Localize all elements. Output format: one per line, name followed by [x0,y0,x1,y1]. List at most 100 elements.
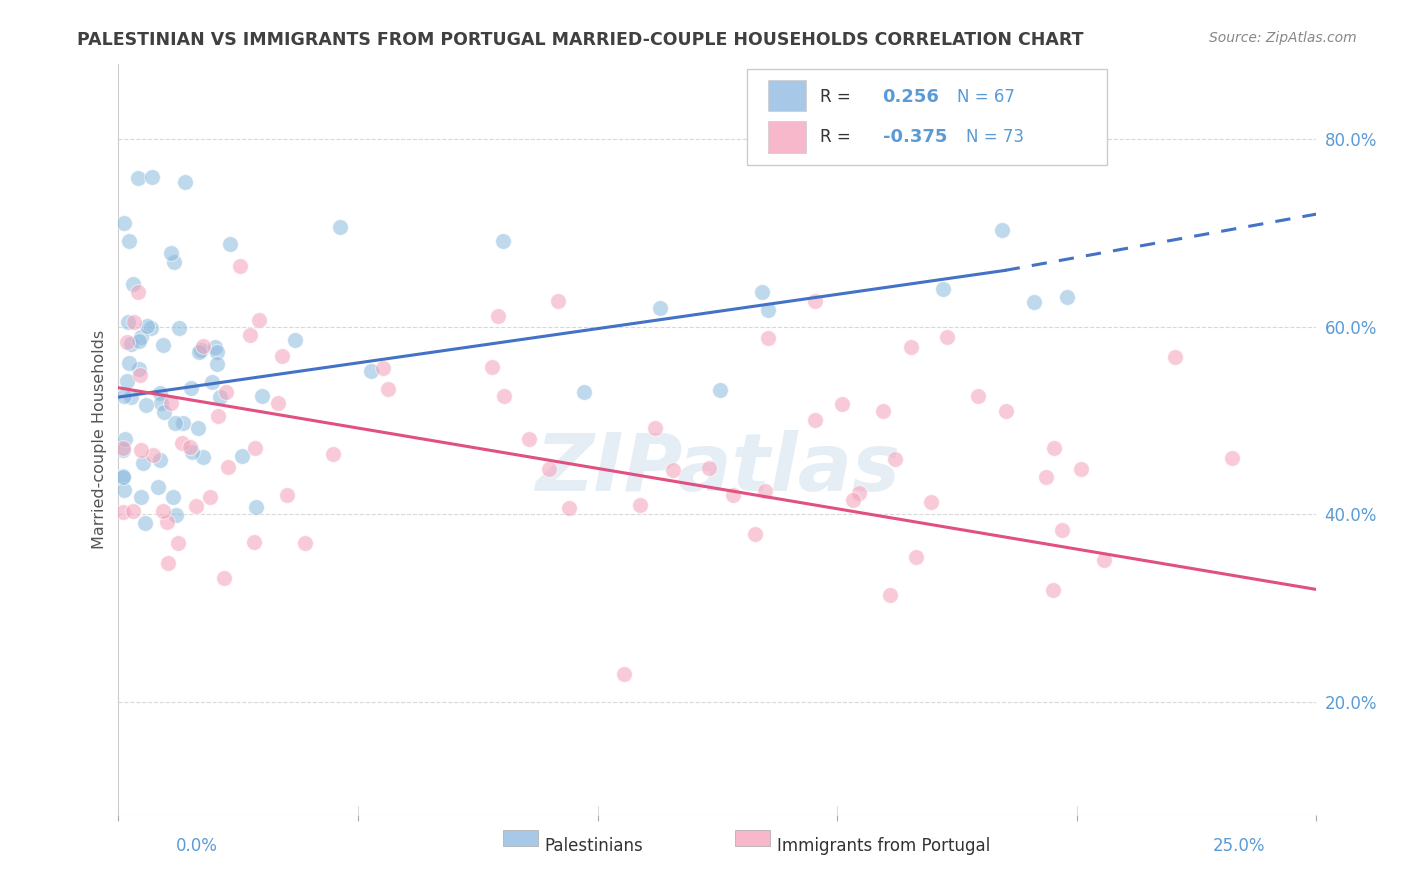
Point [122,315,145,329]
Point [118,235,141,249]
Point [181,445,204,459]
Point [492,234,515,248]
Point [481,360,503,375]
Point [756,331,779,345]
Point [377,382,399,396]
Point [112,469,135,483]
Point [1070,462,1092,476]
Point [149,453,172,467]
Point [120,390,142,404]
Point [129,443,152,458]
Point [517,432,540,446]
Point [112,442,135,456]
Point [112,505,135,519]
Point [128,368,150,383]
Point [804,413,827,427]
Point [932,282,955,296]
Point [122,277,145,291]
Point [329,219,352,234]
Point [198,490,221,504]
Point [179,440,201,454]
Point [193,450,215,464]
Point [756,302,779,317]
Point [558,501,581,516]
Text: Palestinians: Palestinians [544,837,644,855]
Point [128,334,150,349]
Point [1042,442,1064,456]
Point [904,549,927,564]
Point [1222,450,1244,465]
Text: PALESTINIAN VS IMMIGRANTS FROM PORTUGAL MARRIED-COUPLE HOUSEHOLDS CORRELATION CH: PALESTINIAN VS IMMIGRANTS FROM PORTUGAL … [77,31,1084,49]
Point [146,480,169,494]
Point [271,349,294,363]
Y-axis label: Married-couple Households: Married-couple Households [93,330,107,549]
Point [276,487,298,501]
Point [267,396,290,410]
Point [229,259,252,273]
Point [129,329,152,343]
Point [114,432,136,446]
Point [121,504,143,518]
Point [212,571,235,585]
Point [112,470,135,484]
Point [160,245,183,260]
Text: R =: R = [820,128,856,146]
Point [117,375,139,389]
Point [920,495,942,509]
Point [848,485,870,500]
Text: 0.256: 0.256 [883,87,939,105]
Point [160,396,183,410]
Point [991,223,1014,237]
Point [127,285,149,299]
Point [239,327,262,342]
Point [149,395,172,409]
Point [156,557,179,571]
Point [628,498,651,512]
Point [201,375,224,389]
Point [162,490,184,504]
Point [217,460,239,475]
FancyBboxPatch shape [768,79,806,112]
Point [879,588,901,602]
Point [141,169,163,184]
Point [208,390,231,404]
Point [207,409,229,423]
Point [900,340,922,354]
Point [492,389,515,403]
Point [1164,351,1187,365]
Point [180,381,202,395]
Point [204,340,226,354]
Point [1022,295,1045,310]
Point [184,499,207,513]
Point [1056,290,1078,304]
Point [156,516,179,530]
Point [112,389,135,403]
Point [831,397,853,411]
Text: N = 73: N = 73 [966,128,1025,146]
Point [135,398,157,412]
Text: 0.0%: 0.0% [176,837,218,855]
Point [243,441,266,455]
FancyBboxPatch shape [747,70,1107,165]
Point [322,446,344,460]
Point [172,416,194,430]
Point [134,516,156,531]
Point [537,462,560,476]
Point [165,508,187,523]
Point [613,666,636,681]
Point [118,356,141,370]
Point [243,535,266,549]
Point [360,364,382,378]
Point [136,318,159,333]
Point [486,310,509,324]
Point [163,416,186,430]
Point [1092,552,1115,566]
Point [132,456,155,470]
Point [120,337,142,351]
Point [648,301,671,315]
Point [112,442,135,457]
Point [172,435,194,450]
Text: ZIPatlas: ZIPatlas [534,430,900,508]
Point [128,361,150,376]
Point [205,344,228,359]
